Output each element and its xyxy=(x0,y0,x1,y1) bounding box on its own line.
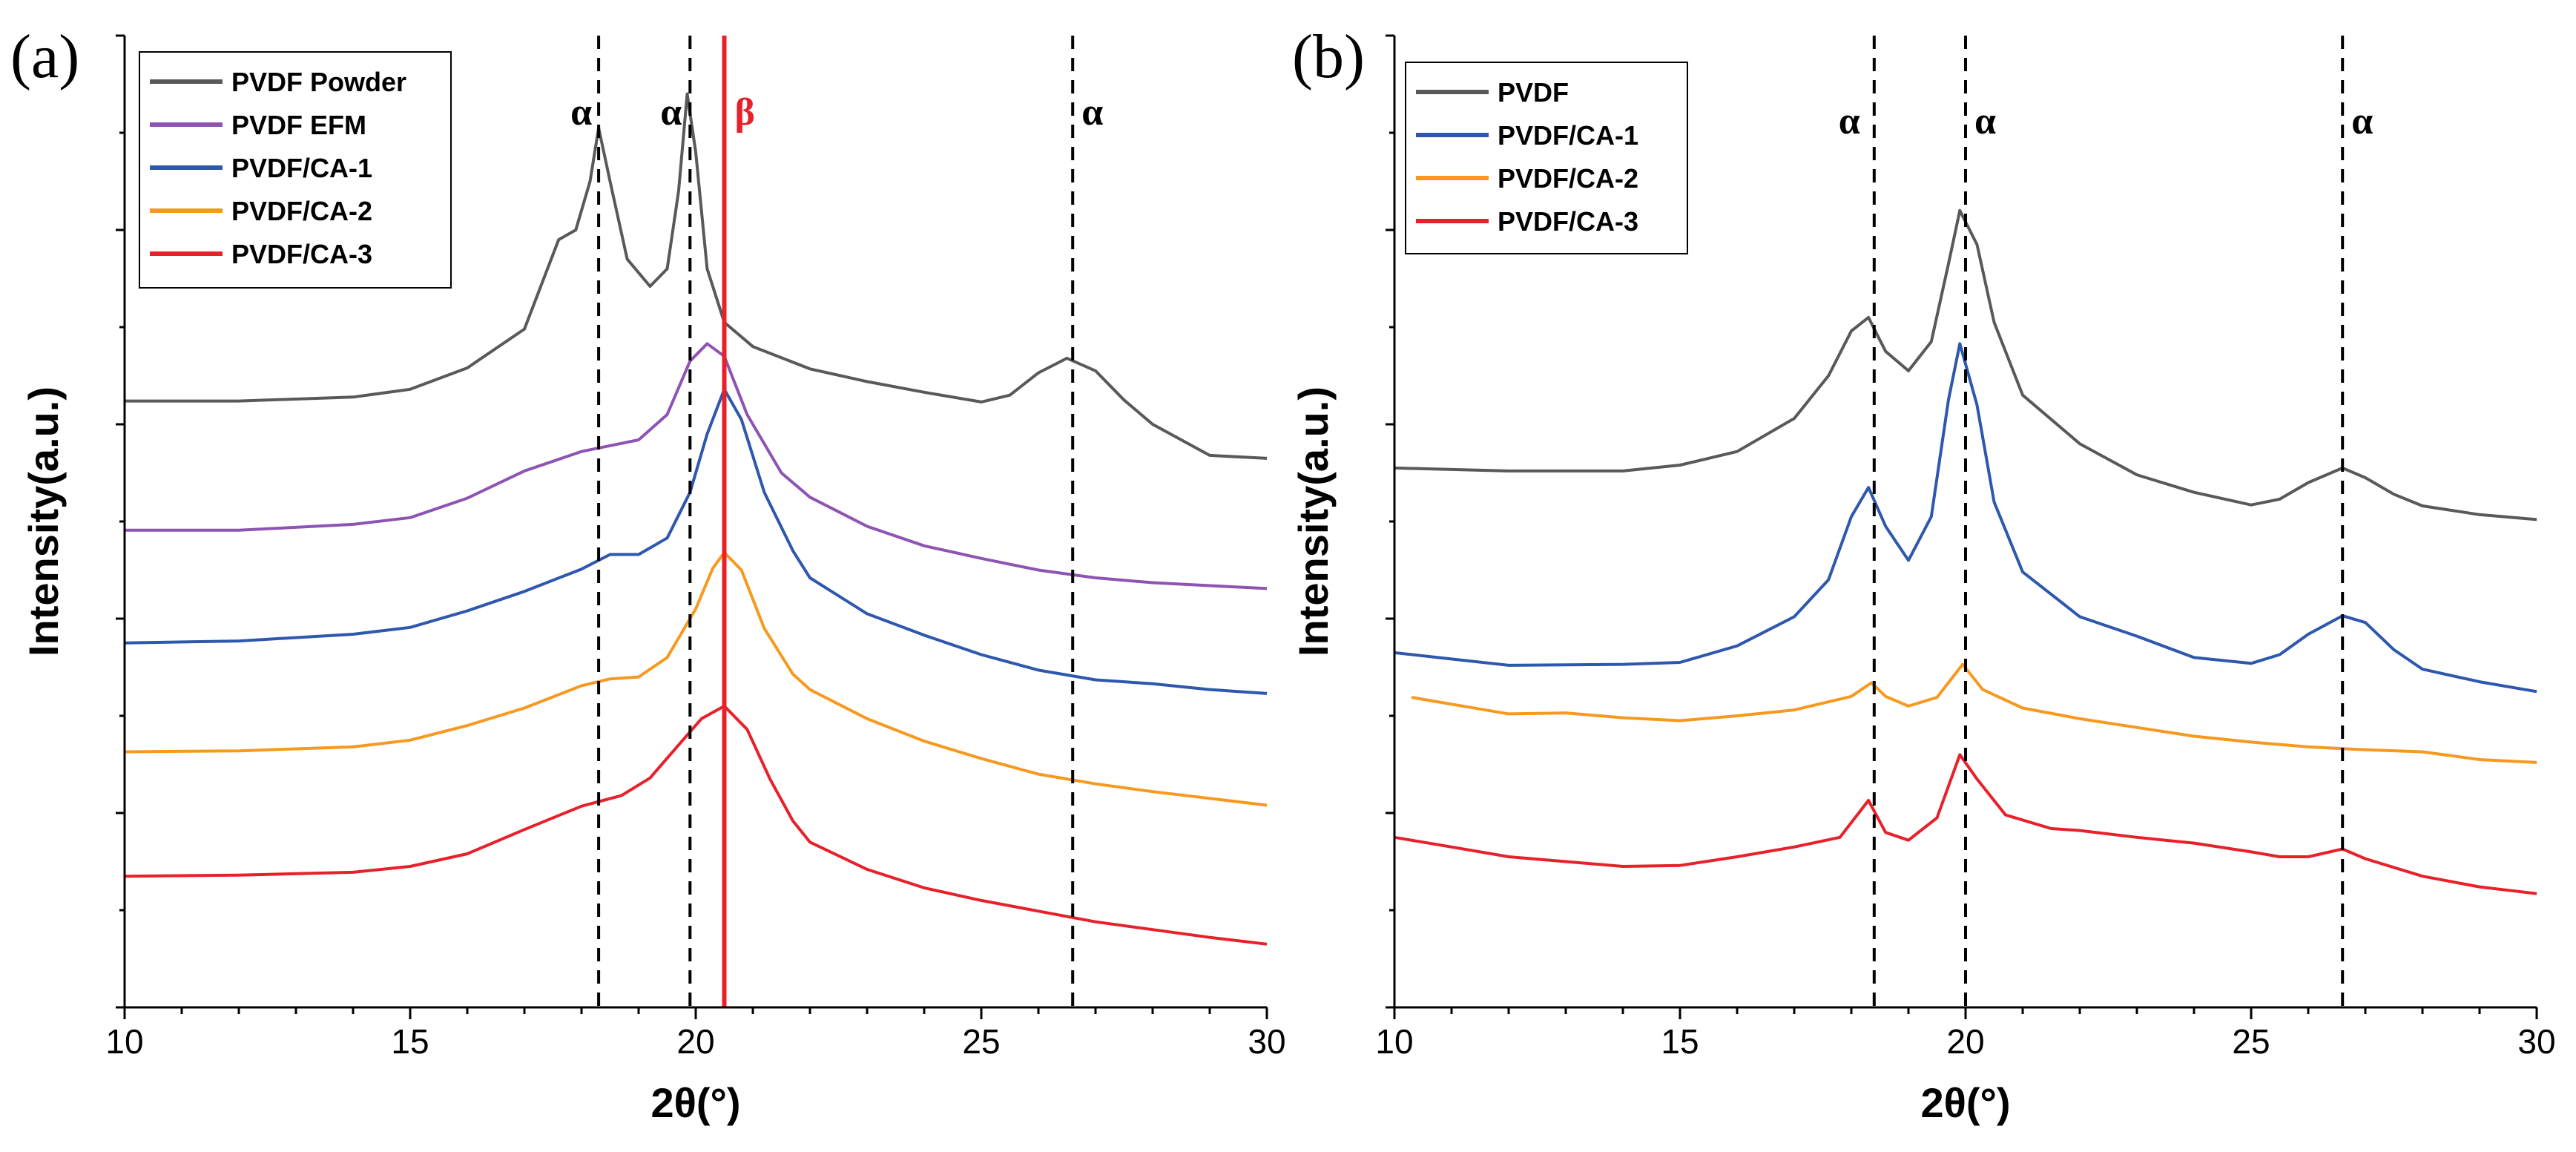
legend-label: PVDF/CA-2 xyxy=(1498,163,1638,194)
legend-label: PVDF Powder xyxy=(231,67,406,97)
peak-label-alpha: α xyxy=(570,91,592,134)
y-axis-title: Intensity(a.u.) xyxy=(1290,386,1337,656)
peak-label-alpha: α xyxy=(1081,91,1103,134)
legend-label: PVDF xyxy=(1498,77,1569,108)
peak-label-alpha: α xyxy=(1839,100,1860,142)
legend-label: PVDF EFM xyxy=(231,110,366,140)
x-tick-label: 10 xyxy=(1375,1022,1413,1061)
peak-label-alpha: α xyxy=(1974,100,1996,142)
legend-label: PVDF/CA-3 xyxy=(1498,206,1638,237)
chart-panel-b: (b) α α α 10 15 20 25 30 2θ(°) Intensity(a.u.) PVDF… xyxy=(1290,22,2556,1126)
legend-label: PVDF/CA-2 xyxy=(231,196,372,226)
x-axis-title: 2θ(°) xyxy=(1920,1079,2010,1126)
peak-label-alpha: α xyxy=(2351,100,2373,142)
x-tick-label: 25 xyxy=(962,1022,1000,1061)
peak-label-alpha: α xyxy=(660,91,682,134)
legend-label: PVDF/CA-1 xyxy=(1498,120,1638,151)
x-axis-title: 2θ(°) xyxy=(650,1079,740,1126)
panel-label: (b) xyxy=(1292,22,1365,91)
y-axis-title: Intensity(a.u.) xyxy=(20,386,67,656)
x-tick-label: 15 xyxy=(1661,1022,1699,1061)
series-line-pvdf-ca-2 xyxy=(1411,665,2537,763)
peak-label-beta: β xyxy=(735,91,755,134)
x-tick-label: 20 xyxy=(676,1022,714,1061)
series-line-pvdf-ca-1 xyxy=(125,389,1267,694)
series-line-pvdf-ca-3 xyxy=(125,706,1267,944)
series-line-pvdf-efm xyxy=(125,343,1267,588)
x-tick-label: 10 xyxy=(105,1022,143,1061)
panel-label: (a) xyxy=(10,22,79,91)
legend-label: PVDF/CA-3 xyxy=(231,239,372,269)
x-tick-label: 20 xyxy=(1946,1022,1984,1061)
x-tick-label: 25 xyxy=(2232,1022,2270,1061)
xrd-figure: (a) α α β α 10 15 20 25 30 2θ(°) Intensity(a.u.) PVD… xyxy=(0,0,2576,1152)
legend-label: PVDF/CA-1 xyxy=(231,153,372,183)
x-tick-label: 15 xyxy=(391,1022,429,1061)
chart-panel-a: (a) α α β α 10 15 20 25 30 2θ(°) Intensity(a.u.) PVD… xyxy=(10,22,1286,1126)
x-tick-label: 30 xyxy=(1248,1022,1285,1061)
x-tick-label: 30 xyxy=(2517,1022,2555,1061)
